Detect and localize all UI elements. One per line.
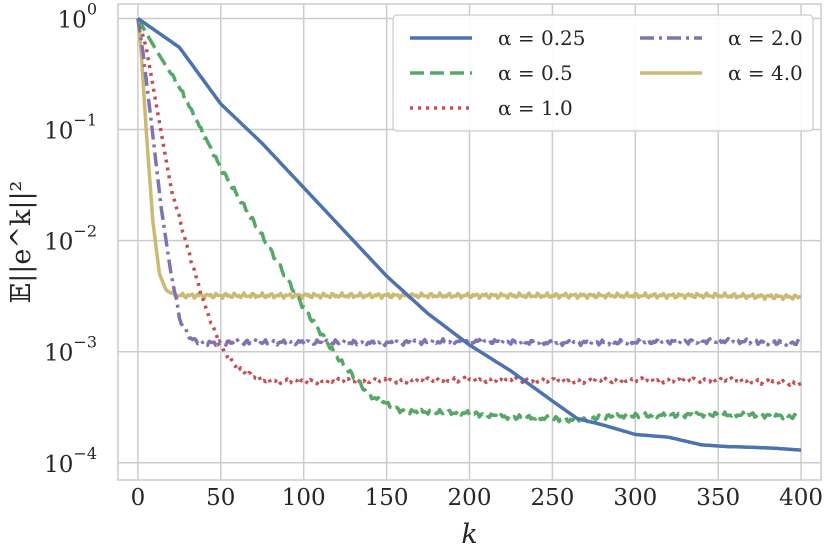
- legend-label: α = 1.0: [498, 96, 573, 120]
- x-tick-label: 400: [779, 485, 823, 511]
- legend-label: α = 4.0: [728, 61, 803, 85]
- series-line-3: [136, 18, 802, 348]
- legend-label: α = 0.5: [498, 61, 573, 85]
- y-tick-labels: 100 10−1 10−2 10−3 10−4: [44, 0, 97, 478]
- x-tick-label: 350: [696, 485, 740, 511]
- y-tick-label: 10−4: [44, 444, 97, 478]
- y-tick-label: 100: [58, 0, 97, 33]
- series-lines: [136, 17, 802, 452]
- series-line-4: [136, 18, 802, 302]
- series-line-1: [136, 17, 802, 425]
- x-tick-label: 150: [365, 485, 409, 511]
- x-tick-label: 300: [613, 485, 657, 511]
- x-axis-label: k: [461, 519, 477, 550]
- legend-box: [392, 14, 814, 132]
- legend-label: α = 0.25: [498, 26, 586, 50]
- series-line-2: [136, 17, 802, 387]
- x-tick-label: 200: [448, 485, 492, 511]
- series-line-0: [136, 17, 802, 452]
- x-tick-label: 250: [530, 485, 574, 511]
- y-tick-label: 10−2: [44, 222, 97, 256]
- x-tick-label: 0: [131, 485, 146, 511]
- x-tick-label: 100: [282, 485, 326, 511]
- y-tick-label: 10−1: [44, 111, 97, 145]
- x-tick-labels: 0 50 100 150 200 250 300 350 400: [131, 485, 823, 511]
- x-tick-label: 50: [206, 485, 235, 511]
- y-tick-label: 10−3: [44, 333, 97, 367]
- plot-frame: [117, 3, 822, 481]
- legend: α = 0.25 α = 0.5 α = 1.0 α = 2.0 α = 4.0: [392, 14, 814, 132]
- y-axis-label: 𝔼||e^k||²: [6, 181, 37, 304]
- legend-label: α = 2.0: [728, 26, 803, 50]
